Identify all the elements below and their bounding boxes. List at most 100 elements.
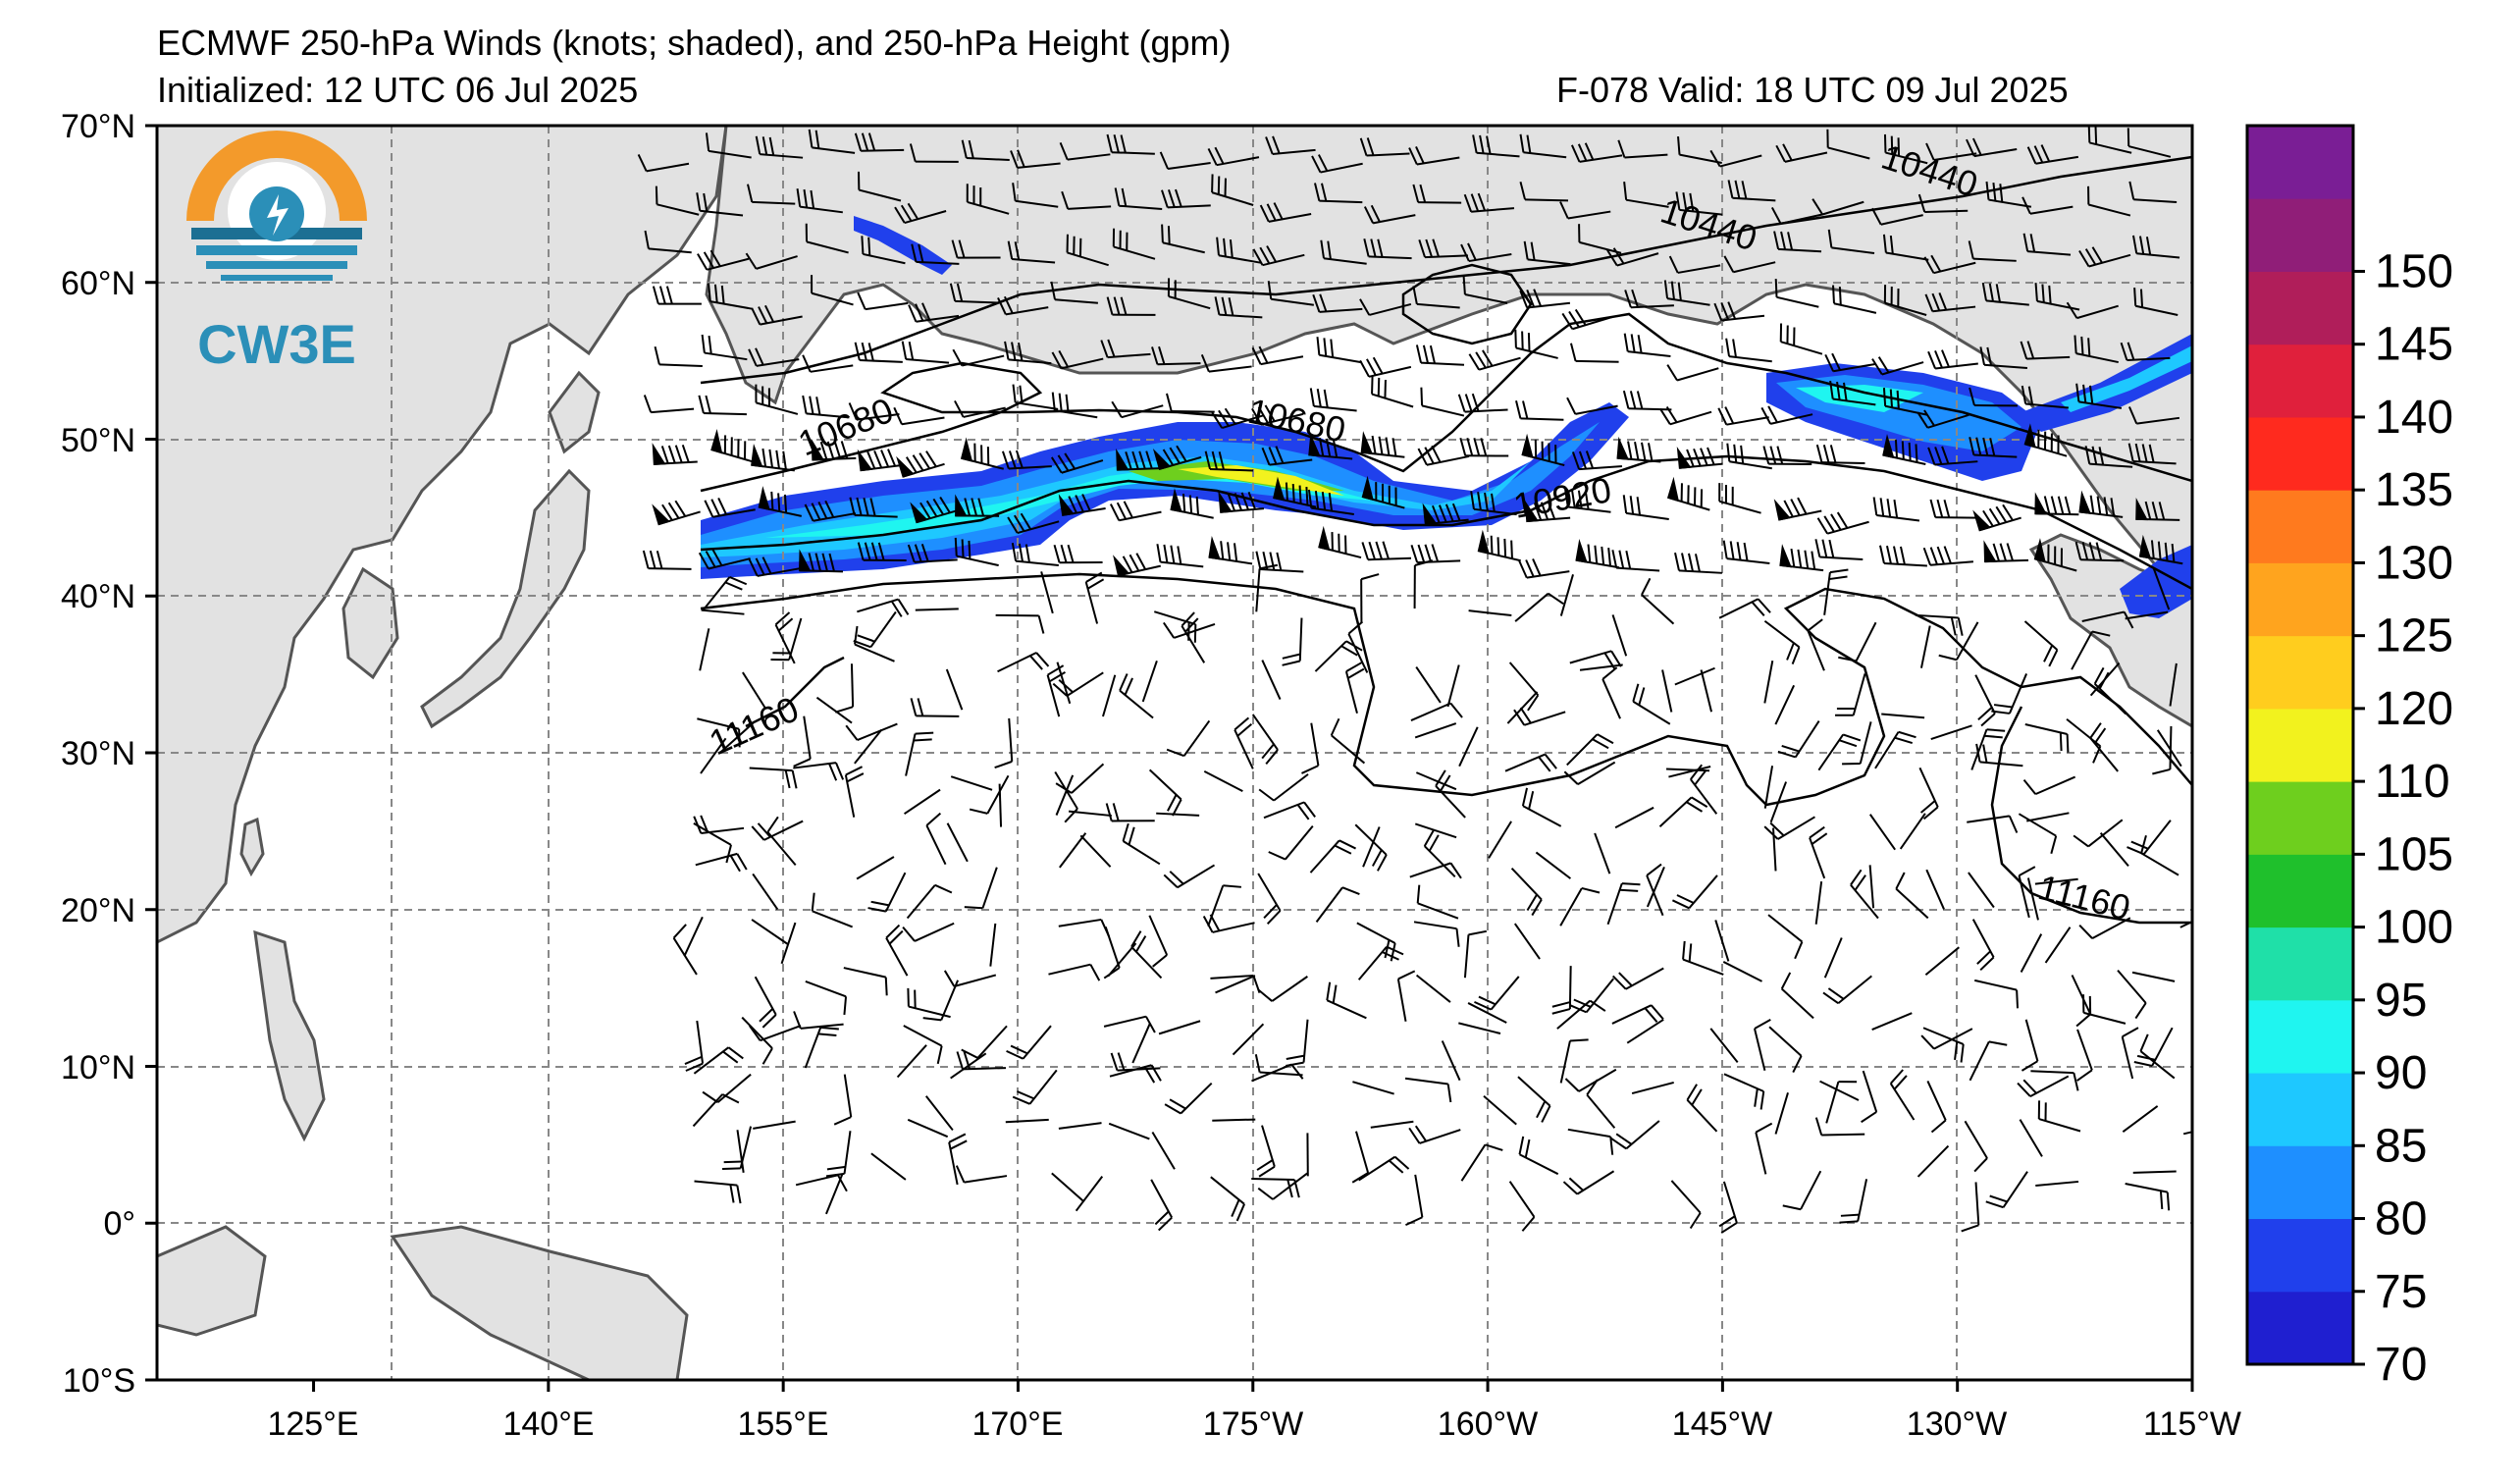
- wind-barb: [1969, 387, 2018, 407]
- wind-barb: [1458, 726, 1479, 768]
- wind-barb: [857, 542, 907, 562]
- wind-barbs: [637, 126, 2192, 1234]
- colorbar-segment: [2247, 635, 2353, 710]
- wind-barb: [1777, 719, 1820, 759]
- wind-barb: [644, 230, 692, 254]
- colorbar-segment: [2247, 781, 2353, 855]
- wind-barb: [1435, 769, 1466, 819]
- colorbar-label: 70: [2375, 1339, 2427, 1391]
- wind-barb: [1006, 1025, 1052, 1060]
- wind-barb: [1616, 436, 1661, 463]
- wind-barb: [1514, 592, 1564, 622]
- wind-barb: [1611, 967, 1664, 990]
- wind-barb: [1181, 611, 1206, 663]
- wind-barb: [1058, 1122, 1102, 1130]
- wind-barb: [1040, 571, 1054, 614]
- wind-barb: [1663, 280, 1710, 306]
- wind-barb: [1470, 491, 1517, 516]
- wind-barb: [1055, 763, 1105, 794]
- wind-barb: [1882, 388, 1928, 416]
- wind-barb: [2021, 196, 2074, 215]
- wind-barb: [1504, 753, 1557, 772]
- wind-barb: [1985, 181, 2032, 208]
- wind-barb: [1632, 683, 1671, 725]
- wind-barb: [955, 1165, 1008, 1184]
- wind-barb: [1313, 183, 1363, 204]
- wind-barb: [1415, 344, 1465, 366]
- wind-barb: [1151, 345, 1201, 366]
- wind-barb: [2125, 1183, 2171, 1211]
- lon-label: 155°E: [737, 1405, 828, 1443]
- wind-barb: [1166, 393, 1215, 413]
- wind-barb: [1971, 919, 1995, 972]
- wind-barb: [1754, 1018, 1771, 1071]
- wind-barb: [2022, 233, 2072, 256]
- wind-barb: [1156, 544, 1204, 568]
- wind-barb: [1059, 142, 1111, 161]
- wind-barb: [1156, 812, 1200, 817]
- wind-barb: [1614, 806, 1654, 829]
- wind-barb: [1477, 529, 1521, 562]
- wind-barb: [1084, 571, 1105, 624]
- wind-barb: [1922, 1027, 1965, 1063]
- wind-barb: [1611, 614, 1628, 657]
- wind-barb: [1923, 254, 1976, 275]
- wind-barb: [1559, 574, 1574, 616]
- wind-barb: [1110, 1052, 1161, 1072]
- wind-barb: [1356, 922, 1396, 962]
- wind-barb: [1579, 663, 1623, 671]
- wind-barb: [1412, 184, 1462, 204]
- wind-barb: [1727, 180, 1776, 202]
- wind-barb: [834, 663, 855, 714]
- wind-barb: [955, 494, 1000, 517]
- wind-barb: [1005, 1118, 1049, 1124]
- wind-barb: [1624, 289, 1674, 309]
- logo-wave: [221, 275, 333, 281]
- wind-barb: [1370, 1120, 1414, 1129]
- colorbar-segment: [2247, 927, 2353, 1001]
- wind-barb: [1780, 972, 1814, 1020]
- wind-barb: [748, 347, 800, 367]
- wind-barb: [1148, 768, 1182, 817]
- wind-barb: [693, 822, 732, 864]
- wind-barb: [1232, 1023, 1265, 1056]
- wind-barb: [1051, 392, 1098, 419]
- wind-barb: [856, 856, 895, 880]
- wind-barb: [815, 696, 853, 724]
- wind-barb: [804, 500, 857, 522]
- wind-barb: [1523, 240, 1571, 266]
- wind-barb: [907, 1118, 949, 1139]
- wind-barb: [1052, 671, 1104, 697]
- wind-barb: [1674, 552, 1722, 574]
- wind-barb: [1315, 886, 1360, 923]
- wind-barb: [2133, 288, 2179, 316]
- wind-barb: [1882, 234, 1929, 261]
- wind-barb: [1215, 975, 1256, 994]
- wind-barb: [1717, 406, 1769, 426]
- wind-barb: [1779, 544, 1824, 572]
- wind-barb: [1811, 198, 1864, 216]
- wind-barb: [1312, 293, 1363, 313]
- wind-barb: [1974, 674, 1996, 727]
- wind-barb: [1755, 1122, 1773, 1175]
- wind-barb: [1916, 409, 1969, 429]
- wind-barb: [845, 722, 898, 741]
- colorbar-label: 150: [2375, 245, 2453, 297]
- wind-barb: [741, 1016, 773, 1065]
- wind-barb: [1889, 1069, 1916, 1121]
- wind-barb: [1109, 501, 1162, 522]
- wind-barb: [954, 399, 1006, 418]
- wind-barb: [902, 922, 955, 942]
- wind-barb: [1822, 975, 1872, 1005]
- wind-barb: [1773, 231, 1822, 253]
- wind-barb: [1763, 619, 1801, 665]
- wind-barb: [1631, 1081, 1674, 1094]
- colorbar-label: 80: [2375, 1193, 2427, 1245]
- wind-barb: [2034, 877, 2078, 885]
- wind-barb: [1408, 1125, 1461, 1144]
- wind-barb: [1623, 333, 1671, 357]
- wind-barb: [1556, 999, 1606, 1030]
- wind-barb: [1359, 137, 1410, 157]
- wind-barb: [1252, 245, 1305, 267]
- wind-barb: [1823, 937, 1843, 979]
